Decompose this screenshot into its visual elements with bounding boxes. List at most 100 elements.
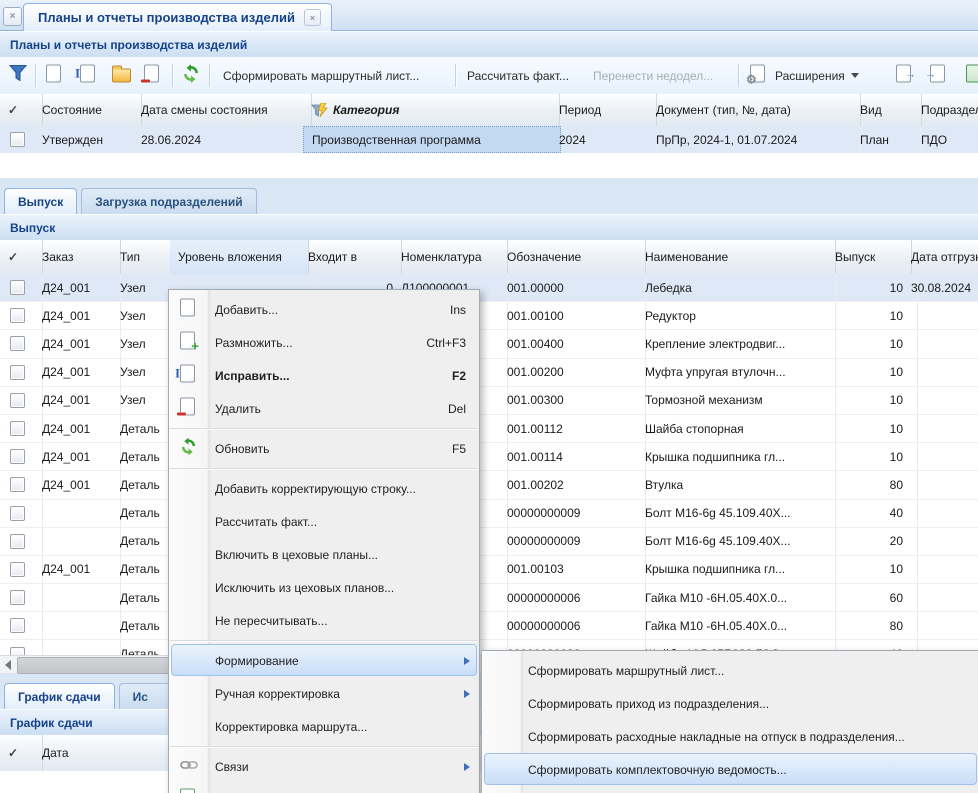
row-checkbox[interactable] xyxy=(10,308,25,324)
tab-output[interactable]: Выпуск xyxy=(4,188,78,214)
table-row[interactable]: Д24_001 Узел 001.00400 Крепление электро… xyxy=(0,330,978,359)
table-row[interactable]: Д24_001 Деталь 001.00112 Шайба стопорная… xyxy=(0,414,978,444)
row-checkbox[interactable] xyxy=(10,561,25,577)
cell-qty: 10 xyxy=(827,443,918,471)
cell-designation: 001.00200 xyxy=(499,358,646,386)
submenu-item-picking-list[interactable]: Сформировать комплектовочную ведомость..… xyxy=(482,753,978,786)
menu-item-manual-correction[interactable]: Ручная корректировка xyxy=(169,677,479,710)
column-qty[interactable]: Выпуск xyxy=(827,240,912,274)
form-route-list-button[interactable]: Сформировать маршрутный лист... xyxy=(223,68,420,83)
close-tabgroup-button[interactable]: × xyxy=(3,7,22,26)
table-row[interactable]: Деталь 00000000009 Болт М16-6g 45.109.40… xyxy=(0,499,978,528)
cell-order: Д24_001 xyxy=(34,443,121,471)
open-folder-icon[interactable] xyxy=(112,64,131,87)
column-level[interactable]: Уровень вложения xyxy=(170,240,309,274)
menu-item-add-correction-row[interactable]: Добавить корректирующую строку... xyxy=(215,481,416,496)
menu-item-duplicate[interactable]: + Размножить... Ctrl+F3 xyxy=(169,326,479,359)
row-checkbox[interactable] xyxy=(10,646,25,655)
column-check[interactable]: ✓ xyxy=(0,94,43,126)
table-row[interactable]: Д24_001 Узел 001.00300 Тормозной механиз… xyxy=(0,386,978,415)
table-row[interactable]: Д24_001 Узел 0 Д100000001 001.00000 Лебе… xyxy=(0,274,978,303)
close-tab-icon[interactable]: × xyxy=(303,9,321,26)
plans-grid-row[interactable]: Утвержден 28.06.2024 Производственная пр… xyxy=(0,126,978,154)
add-document-icon[interactable] xyxy=(46,64,61,87)
submenu-item-route-list[interactable]: Сформировать маршрутный лист... xyxy=(528,663,725,678)
clipped-toolbar-icon[interactable] xyxy=(966,64,978,87)
table-row[interactable]: Д24_001 Узел 001.00200 Муфта упругая вту… xyxy=(0,358,978,387)
table-row[interactable]: Деталь 00000000006 Гайка М10 -6Н.05.40Х.… xyxy=(0,612,978,641)
menu-item-no-recalc[interactable]: Не пересчитывать... xyxy=(215,613,328,628)
cell-order: Д24_001 xyxy=(34,414,121,443)
table-row[interactable]: Деталь 00000000009 Болт М16-6g 45.109.40… xyxy=(0,527,978,556)
column-kind[interactable]: Вид xyxy=(852,94,922,126)
column-period[interactable]: Период xyxy=(551,94,657,126)
import-document-icon[interactable]: → xyxy=(925,64,945,87)
column-state-date[interactable]: Дата смены состояния xyxy=(133,94,312,126)
column-state[interactable]: Состояние xyxy=(34,94,142,126)
table-row[interactable]: Д24_001 Деталь 001.00202 Втулка 80 xyxy=(0,471,978,500)
row-checkbox[interactable] xyxy=(10,132,25,147)
toolbar-separator xyxy=(35,64,36,87)
column-check[interactable]: ✓ xyxy=(0,240,43,274)
menu-item-clipped[interactable] xyxy=(169,783,479,793)
table-row[interactable]: Д24_001 Деталь 001.00114 Крышка подшипни… xyxy=(0,443,978,472)
cell-check xyxy=(0,584,43,612)
row-checkbox[interactable] xyxy=(10,364,25,380)
menu-item-include-shop-plans[interactable]: Включить в цеховые планы... xyxy=(215,547,378,562)
tab-schedule[interactable]: График сдачи xyxy=(4,683,115,709)
menu-item-edit[interactable]: I Исправить... F2 xyxy=(169,359,479,392)
menu-item-add[interactable]: Добавить... Ins xyxy=(169,293,479,326)
extensions-button[interactable]: Расширения xyxy=(771,57,863,94)
row-checkbox[interactable] xyxy=(10,280,25,296)
row-checkbox[interactable] xyxy=(10,392,25,408)
filter-funnel-icon[interactable] xyxy=(8,64,28,87)
row-checkbox[interactable] xyxy=(10,618,25,634)
row-checkbox[interactable] xyxy=(10,590,25,606)
column-ship-date[interactable]: Дата отгрузки xyxy=(911,250,978,264)
column-order[interactable]: Заказ xyxy=(34,240,121,274)
menu-item-refresh[interactable]: Обновить F5 xyxy=(169,432,479,465)
table-row[interactable]: Деталь 00000000006 Гайка М10 -6Н.05.40Х.… xyxy=(0,584,978,613)
delete-document-icon[interactable] xyxy=(141,64,159,87)
tab-plans-reports[interactable]: Планы и отчеты производства изделий × xyxy=(23,3,332,31)
export-document-icon[interactable]: → xyxy=(896,64,916,87)
row-checkbox[interactable] xyxy=(10,505,25,521)
column-document[interactable]: Документ (тип, №, дата) xyxy=(648,94,861,126)
table-row[interactable]: Д24_001 Узел 001.00100 Редуктор 10 xyxy=(0,302,978,331)
column-type[interactable]: Тип xyxy=(112,240,179,274)
refresh-icon[interactable] xyxy=(182,63,200,87)
row-checkbox[interactable] xyxy=(10,421,25,437)
column-name[interactable]: Наименование xyxy=(637,240,836,274)
table-row[interactable]: Д24_001 Деталь 001.00103 Крышка подшипни… xyxy=(0,555,978,585)
cell-qty: 10 xyxy=(827,386,918,414)
submenu-item-expense-invoices[interactable]: Сформировать расходные накладные на отпу… xyxy=(528,729,905,744)
extensions-gear-icon[interactable]: ⚙ xyxy=(746,64,765,87)
column-category[interactable]: Категория xyxy=(303,94,560,126)
row-checkbox[interactable] xyxy=(10,477,25,493)
menu-item-delete[interactable]: Удалить Del xyxy=(169,392,479,425)
cell-ship-date xyxy=(903,387,978,414)
row-checkbox[interactable] xyxy=(10,336,25,352)
cell-order: Д24_001 xyxy=(34,471,121,499)
cell-qty: 40 xyxy=(827,499,918,527)
column-check[interactable]: ✓ xyxy=(0,735,43,771)
menu-item-route-correction[interactable]: Корректировка маршрута... xyxy=(215,719,368,734)
column-designation[interactable]: Обозначение xyxy=(499,240,646,274)
edit-document-icon[interactable]: I xyxy=(75,64,95,87)
row-checkbox[interactable] xyxy=(10,449,25,465)
row-checkbox[interactable] xyxy=(10,533,25,549)
submenu-item-receipt[interactable]: Сформировать приход из подразделения... xyxy=(528,696,770,711)
cell-qty: 80 xyxy=(827,612,918,640)
tab-department-load[interactable]: Загрузка подразделений xyxy=(81,188,257,214)
scroll-left-arrow[interactable] xyxy=(5,660,11,670)
column-department[interactable]: Подразделение xyxy=(913,94,978,126)
column-nomenclature[interactable]: Номенклатура xyxy=(393,240,508,274)
menu-item-links[interactable]: Связи xyxy=(169,750,479,783)
calc-fact-button[interactable]: Рассчитать факт... xyxy=(467,68,570,83)
menu-separator xyxy=(170,640,478,641)
menu-item-formation[interactable]: Формирование xyxy=(169,644,479,677)
menu-item-calc-fact[interactable]: Рассчитать факт... xyxy=(215,514,318,529)
menu-item-exclude-shop-plans[interactable]: Исключить из цеховых планов... xyxy=(215,580,395,595)
column-parent[interactable]: Входит в xyxy=(300,240,402,274)
cell-designation: 00000000006 xyxy=(499,584,646,612)
